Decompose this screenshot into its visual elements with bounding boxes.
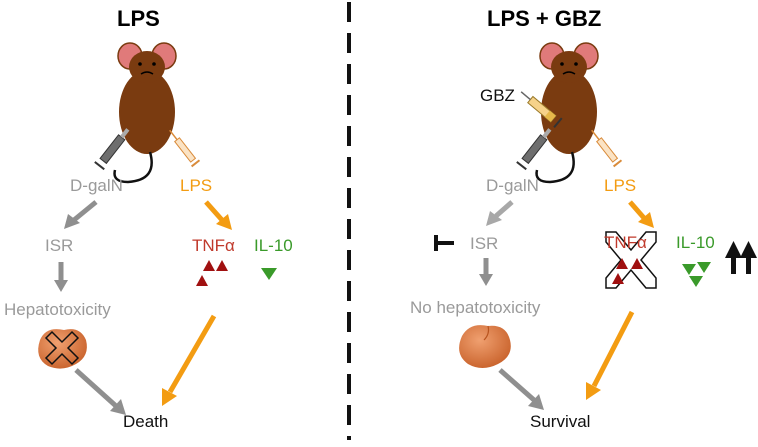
left-mouse-body	[119, 70, 175, 154]
left-hepatotoxicity-label: Hepatotoxicity	[4, 300, 111, 319]
left-mouse-tail	[113, 151, 153, 184]
right-dgaln-label: D-galN	[486, 176, 539, 195]
left-mouse-head	[129, 51, 165, 83]
right-outcome-label: Survival	[530, 412, 591, 431]
right-tnfa-label: TNFα	[604, 233, 647, 252]
left-tnfa-label: TNFα	[192, 236, 235, 255]
right-arrow-isr-liver	[479, 258, 493, 286]
right-liver-healthy	[459, 325, 511, 368]
left-syringe-lps	[169, 129, 201, 168]
right-il10-triangles	[682, 262, 711, 287]
right-arrow-tnfa-survival	[586, 310, 635, 400]
left-arrow-isr-hepato	[54, 262, 68, 292]
left-arrow-lps-tnfa	[204, 200, 232, 230]
left-liver-damaged	[38, 329, 87, 369]
left-arrow-tnfa-death	[162, 314, 217, 406]
left-syringe-galn	[94, 128, 130, 171]
left-tnfa-triangles	[196, 260, 228, 286]
right-syringe-galn	[516, 128, 552, 171]
right-il10-label: IL-10	[676, 233, 715, 252]
right-mouse-tail	[535, 151, 575, 184]
left-il10-triangle	[261, 268, 277, 280]
right-hepatotoxicity-label: No hepatotoxicity	[410, 298, 541, 317]
isr-inhibition-symbol	[434, 235, 454, 251]
right-arrow-galn-isr	[486, 200, 514, 226]
right-mouse-head	[551, 51, 587, 83]
left-outcome-label: Death	[123, 412, 169, 431]
left-panel-title: LPS	[117, 6, 160, 31]
left-isr-label: ISR	[45, 236, 74, 255]
right-syringe-lps	[591, 129, 623, 168]
right-arrow-lps-tnfa	[628, 200, 654, 228]
right-lps-label: LPS	[604, 176, 637, 195]
left-dgaln-label: D-galN	[70, 176, 123, 195]
right-isr-label: ISR	[470, 234, 499, 253]
left-mouse	[94, 42, 201, 184]
left-il10-label: IL-10	[254, 236, 293, 255]
left-arrow-galn-isr	[64, 200, 98, 229]
right-syringe-gbz	[520, 91, 563, 128]
left-lps-label: LPS	[180, 176, 213, 195]
right-mouse-body	[541, 70, 597, 154]
left-arrow-liver-death	[74, 368, 126, 415]
right-panel-title: LPS + GBZ	[487, 6, 602, 31]
right-tnfa-blocked	[605, 231, 657, 289]
right-arrow-liver-survival	[498, 368, 544, 410]
right-gbz-label: GBZ	[480, 86, 515, 105]
right-mouse	[516, 42, 623, 184]
il10-increase-arrows-icon	[725, 241, 757, 274]
